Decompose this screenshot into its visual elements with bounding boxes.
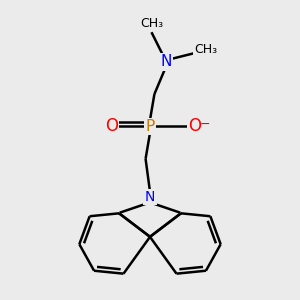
Text: −: − (200, 118, 211, 130)
Text: N: N (160, 54, 172, 69)
Text: N: N (145, 190, 155, 204)
Text: CH₃: CH₃ (194, 44, 218, 56)
Text: CH₃: CH₃ (140, 17, 163, 30)
Text: P: P (146, 119, 154, 134)
Text: O: O (188, 117, 201, 135)
Text: O: O (105, 117, 118, 135)
